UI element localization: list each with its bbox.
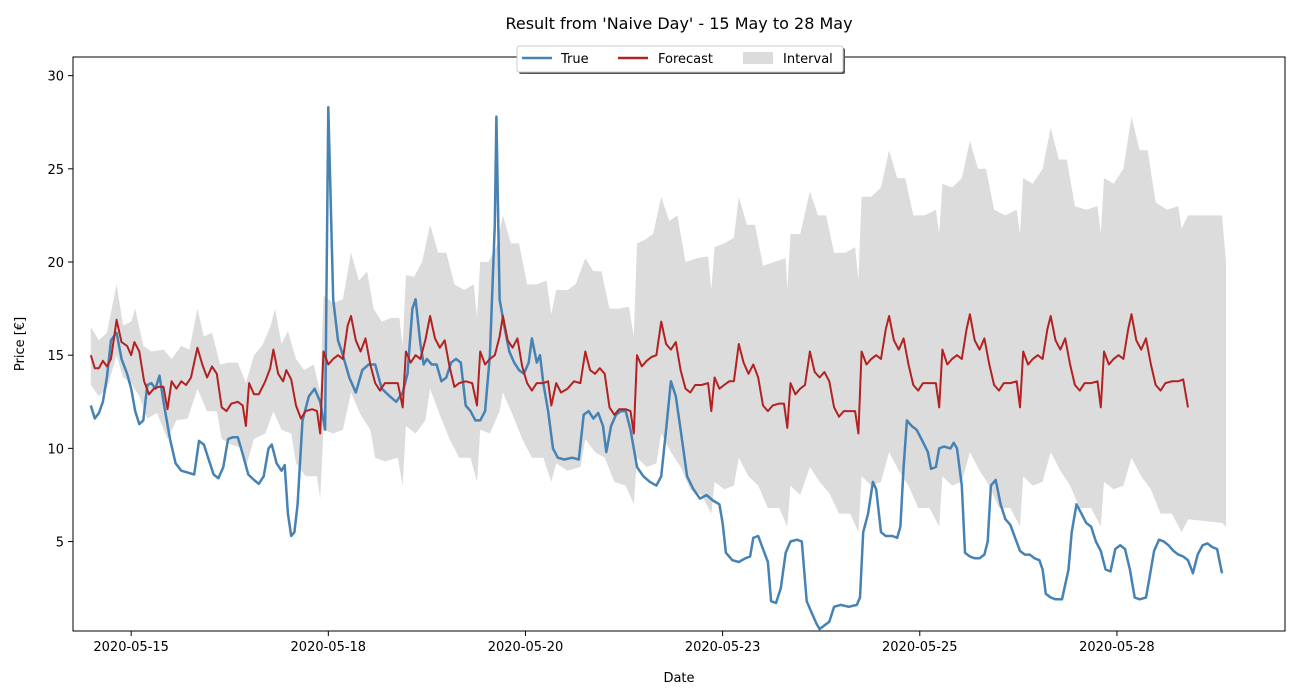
x-axis: 2020-05-15 2020-05-18 2020-05-20 2020-05-23… [93,631,1155,655]
x-tick-label: 2020-05-20 [488,640,564,655]
y-tick-label: 30 [47,70,64,85]
y-axis: 5 10 15 20 25 30 [47,70,73,551]
y-tick-label: 10 [47,442,64,457]
x-axis-label: Date [663,671,694,686]
legend: True Forecast Interval [516,45,845,74]
legend-true-label: True [560,52,589,67]
y-tick-label: 20 [47,256,64,271]
legend-forecast-label: Forecast [658,52,713,67]
plot-area [89,106,1226,631]
chart-title: Result from 'Naive Day' - 15 May to 28 M… [505,14,852,33]
x-tick-label: 2020-05-23 [685,640,761,655]
forecast-series-line [89,313,1189,435]
x-tick-label: 2020-05-25 [882,640,958,655]
y-tick-label: 5 [56,536,64,551]
legend-interval-label: Interval [783,52,833,67]
y-tick-label: 15 [47,349,64,364]
true-series-line [89,106,1224,631]
x-tick-label: 2020-05-28 [1079,640,1155,655]
y-tick-label: 25 [47,163,64,178]
interval-band [90,116,1226,533]
legend-interval-swatch [743,52,773,64]
x-tick-label: 2020-05-18 [291,640,367,655]
x-tick-label: 2020-05-15 [93,640,169,655]
y-axis-label: Price [€] [13,317,28,371]
